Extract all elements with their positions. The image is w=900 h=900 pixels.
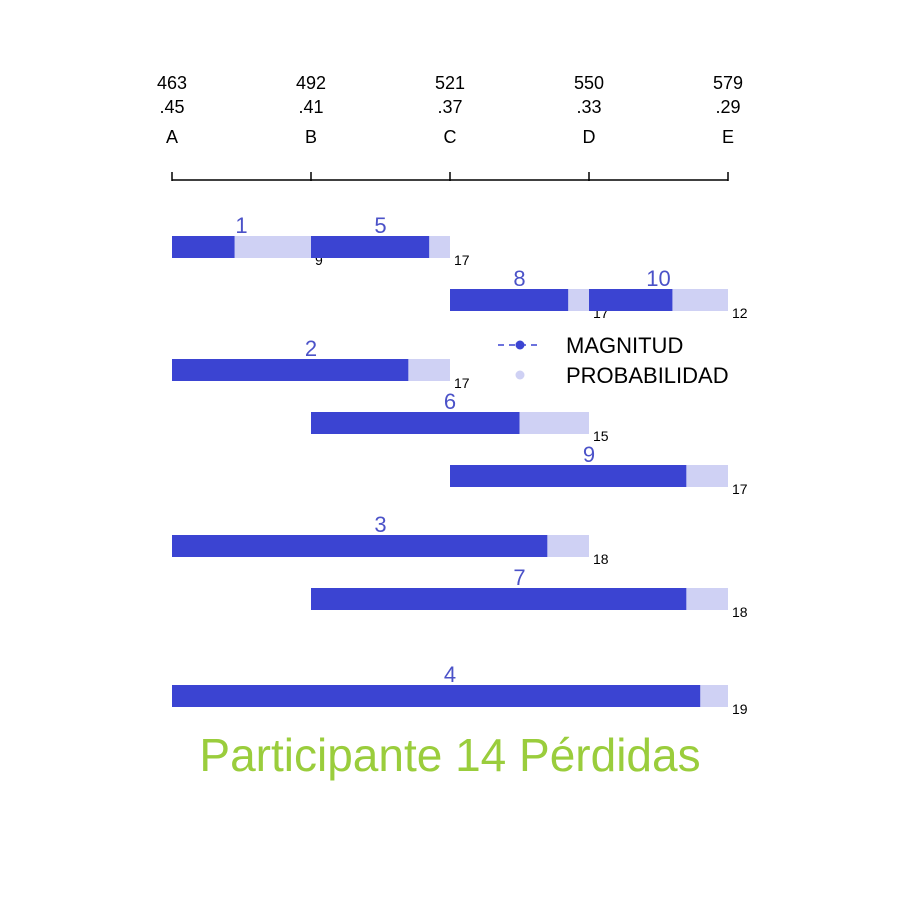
bar-id-label: 10 — [646, 266, 670, 291]
bar-id-label: 4 — [444, 662, 456, 687]
bar-id-label: 1 — [235, 213, 247, 238]
bar-magnitude — [311, 588, 687, 610]
bar-group: 817 — [450, 266, 609, 321]
legend-probability-label: PROBABILIDAD — [566, 363, 729, 388]
tick-probability-label: .45 — [159, 97, 184, 117]
bar-id-label: 9 — [583, 442, 595, 467]
legend-magnitude-label: MAGNITUD — [566, 333, 683, 358]
bar-magnitude — [450, 289, 569, 311]
bar-magnitude — [172, 236, 235, 258]
bar-id-label: 3 — [374, 512, 386, 537]
bar-count-label: 17 — [454, 252, 470, 268]
tick-letter-label: D — [583, 127, 596, 147]
bar-group: 10 12 — [589, 266, 748, 321]
legend-magnitude-dot — [515, 340, 525, 350]
bar-group: 7 18 — [311, 565, 748, 620]
tick-letter-label: E — [722, 127, 734, 147]
tick-probability-label: .37 — [437, 97, 462, 117]
bar-id-label: 8 — [513, 266, 525, 291]
tick-probability-label: .41 — [298, 97, 323, 117]
bar-group: 3 18 — [172, 512, 609, 567]
bar-count-label: 18 — [732, 604, 748, 620]
bar-count-label: 12 — [732, 305, 748, 321]
tick-magnitude-label: 463 — [157, 73, 187, 93]
tick-probability-label: .29 — [715, 97, 740, 117]
bar-count-label: 9 — [315, 252, 323, 268]
tick-magnitude-label: 550 — [574, 73, 604, 93]
tick-letter-label: C — [444, 127, 457, 147]
bar-count-label: 18 — [593, 551, 609, 567]
bar-group: 2 17 — [172, 336, 470, 391]
bar-group: 6 15 — [311, 389, 609, 444]
bar-magnitude — [172, 685, 701, 707]
tick-magnitude-label: 492 — [296, 73, 326, 93]
bar-magnitude — [450, 465, 687, 487]
axis-ticks: 463 .45 A 492 .41 B 521 .37 C 550 .33 D 579 .29 E — [157, 73, 743, 181]
bar-id-label: 6 — [444, 389, 456, 414]
legend-probability-dot — [515, 370, 525, 380]
bar-magnitude — [311, 236, 430, 258]
bar-magnitude — [589, 289, 673, 311]
bar-group: 5 17 — [311, 213, 470, 268]
bar-count-label: 17 — [732, 481, 748, 497]
tick-probability-label: .33 — [576, 97, 601, 117]
legend: MAGNITUD PROBABILIDAD — [498, 333, 729, 388]
bar-id-label: 5 — [374, 213, 386, 238]
bar-group: 19 — [172, 213, 323, 268]
bar-count-label: 15 — [593, 428, 609, 444]
chart-title: Participante 14 Pérdidas — [199, 729, 701, 781]
bar-magnitude — [172, 359, 409, 381]
tick-magnitude-label: 521 — [435, 73, 465, 93]
bar-id-label: 2 — [305, 336, 317, 361]
tick-letter-label: B — [305, 127, 317, 147]
bar-magnitude — [311, 412, 520, 434]
bar-count-label: 17 — [454, 375, 470, 391]
bar-group: 4 19 — [172, 662, 748, 717]
bar-magnitude — [172, 535, 548, 557]
bar-count-label: 19 — [732, 701, 748, 717]
tick-magnitude-label: 579 — [713, 73, 743, 93]
bar-group: 9 17 — [450, 442, 748, 497]
tick-letter-label: A — [166, 127, 178, 147]
bar-id-label: 7 — [513, 565, 525, 590]
